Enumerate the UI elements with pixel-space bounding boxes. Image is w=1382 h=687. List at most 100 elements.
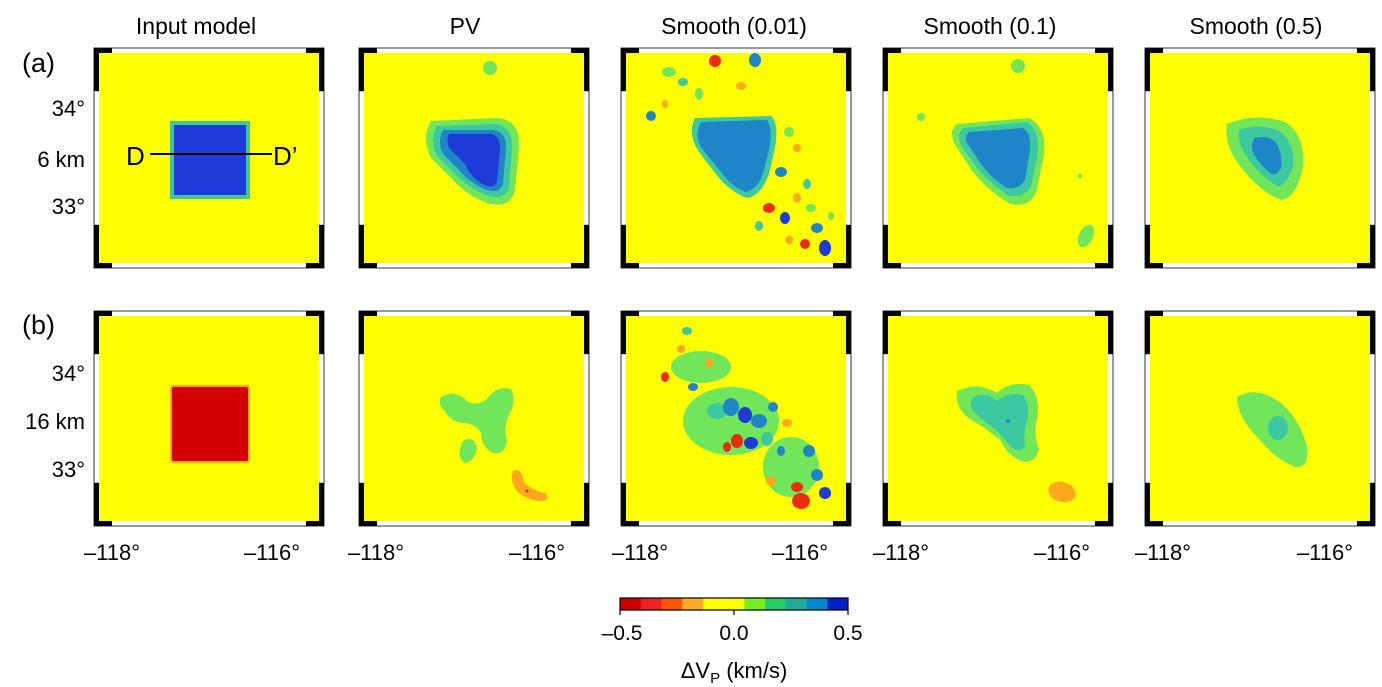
frame-segment xyxy=(1145,48,1150,92)
column-title-smooth-01: Smooth (0.1) xyxy=(924,13,1057,39)
frame-segment xyxy=(1108,311,1113,355)
frame-segment xyxy=(94,263,112,268)
frame-segment xyxy=(359,224,364,268)
column-title-input-model: Input model xyxy=(136,13,256,39)
frame-segment xyxy=(621,521,851,526)
anomaly-red-dot xyxy=(525,489,529,493)
frame-segment xyxy=(1095,48,1113,53)
frame-segment xyxy=(359,521,589,526)
frame-segment xyxy=(621,482,626,526)
frame-segment xyxy=(833,311,851,316)
panel-b-input-model xyxy=(93,310,325,527)
frame-segment xyxy=(584,48,589,92)
anomaly-core xyxy=(966,128,1031,189)
lon-label-p2-116: –116° xyxy=(509,540,565,565)
colorbar-label-min: –0.5 xyxy=(602,622,643,645)
panel-a-pv xyxy=(358,47,590,269)
frame-segment xyxy=(94,48,112,53)
frame-segment xyxy=(846,48,851,92)
anomaly-core xyxy=(1252,136,1282,175)
profile-line-d-d-prime: D D’ xyxy=(126,141,298,171)
anomaly-core xyxy=(174,125,246,195)
frame-segment xyxy=(1370,48,1375,92)
colorbar-title-units: (km/s) xyxy=(720,658,787,683)
colorbar-label-mid: 0.0 xyxy=(719,622,748,645)
anomaly-speckles xyxy=(646,53,834,256)
frame-segment xyxy=(1357,263,1375,268)
frame-segment xyxy=(1145,482,1150,526)
frame-outline xyxy=(358,310,590,527)
colorbar-swatch xyxy=(723,598,745,610)
frame-segment xyxy=(883,263,901,268)
frame-segment xyxy=(584,311,589,355)
frame-segment xyxy=(94,521,324,526)
frame-segment xyxy=(1108,311,1113,526)
anomaly-dot xyxy=(483,61,497,75)
anomaly-speckles xyxy=(661,327,831,509)
frame-segment xyxy=(1145,311,1150,526)
anomaly-dot-small xyxy=(917,113,925,121)
anomaly-green-dot xyxy=(494,406,504,416)
panel-frame xyxy=(93,47,325,269)
frame-segment xyxy=(621,263,851,268)
lon-label-p5-116: –116° xyxy=(1297,540,1353,565)
frame-segment xyxy=(1370,311,1375,526)
frame-segment xyxy=(1095,263,1113,268)
frame-segment xyxy=(621,521,639,526)
frame-segment xyxy=(883,482,888,526)
frame-segment xyxy=(833,48,851,53)
panel-a-input-model: D D’ xyxy=(93,47,325,269)
column-titles: Input model PV Smooth (0.01) Smooth (0.1… xyxy=(136,13,1323,39)
panel-b-pv xyxy=(358,310,590,527)
colorbar-swatch xyxy=(640,598,662,610)
frame-segment xyxy=(922,311,1074,316)
panels: D D’ xyxy=(93,47,1376,527)
frame-segment xyxy=(883,521,1113,526)
frame-segment xyxy=(883,224,888,268)
frame-segment xyxy=(1184,48,1336,53)
frame-outline xyxy=(93,310,325,527)
frame-segment xyxy=(621,263,639,268)
frame-segment xyxy=(319,482,324,526)
row-labels: (a) 34° 6 km 33° (b) 34° 16 km 33° xyxy=(22,48,85,482)
frame-outline xyxy=(882,47,1114,269)
frame-segment xyxy=(883,263,1113,268)
frame-segment xyxy=(883,48,901,53)
anomaly-mid xyxy=(1268,416,1288,440)
frame-segment xyxy=(359,48,377,53)
frame-segment xyxy=(1095,521,1113,526)
frame-segment xyxy=(1370,311,1375,355)
frame-segment xyxy=(94,521,112,526)
frame-segment xyxy=(846,482,851,526)
panel-a-smooth-001 xyxy=(620,47,852,269)
panel-frame xyxy=(93,310,325,527)
colorbar-swatch xyxy=(827,598,849,610)
frame-segment xyxy=(359,48,364,268)
lon-label-p3-118: –118° xyxy=(612,540,668,565)
frame-segment xyxy=(359,521,377,526)
frame-segment xyxy=(359,263,377,268)
anomaly-core xyxy=(697,120,771,192)
frame-segment xyxy=(883,311,888,355)
panel-b-smooth-001 xyxy=(620,310,852,527)
row-a-lat-33: 33° xyxy=(52,194,85,219)
panel-frame xyxy=(882,47,1114,269)
panel-frame xyxy=(358,47,590,269)
anomaly-mid xyxy=(970,393,1029,450)
frame-segment xyxy=(833,263,851,268)
frame-segment xyxy=(359,48,364,92)
row-a-lat-34: 34° xyxy=(52,96,85,121)
colorbar-swatch xyxy=(765,598,787,610)
anomaly-green-main xyxy=(439,388,514,454)
frame-segment xyxy=(660,48,812,53)
profile-start-label: D xyxy=(126,141,145,171)
frame-segment xyxy=(1145,224,1150,268)
frame-outline xyxy=(1144,47,1376,269)
frame-segment xyxy=(883,311,888,526)
frame-segment xyxy=(621,48,626,268)
anomaly-orange xyxy=(1048,481,1076,503)
frame-segment xyxy=(319,311,324,355)
frame-segment xyxy=(398,311,550,316)
anomaly-green-lower xyxy=(459,439,477,463)
